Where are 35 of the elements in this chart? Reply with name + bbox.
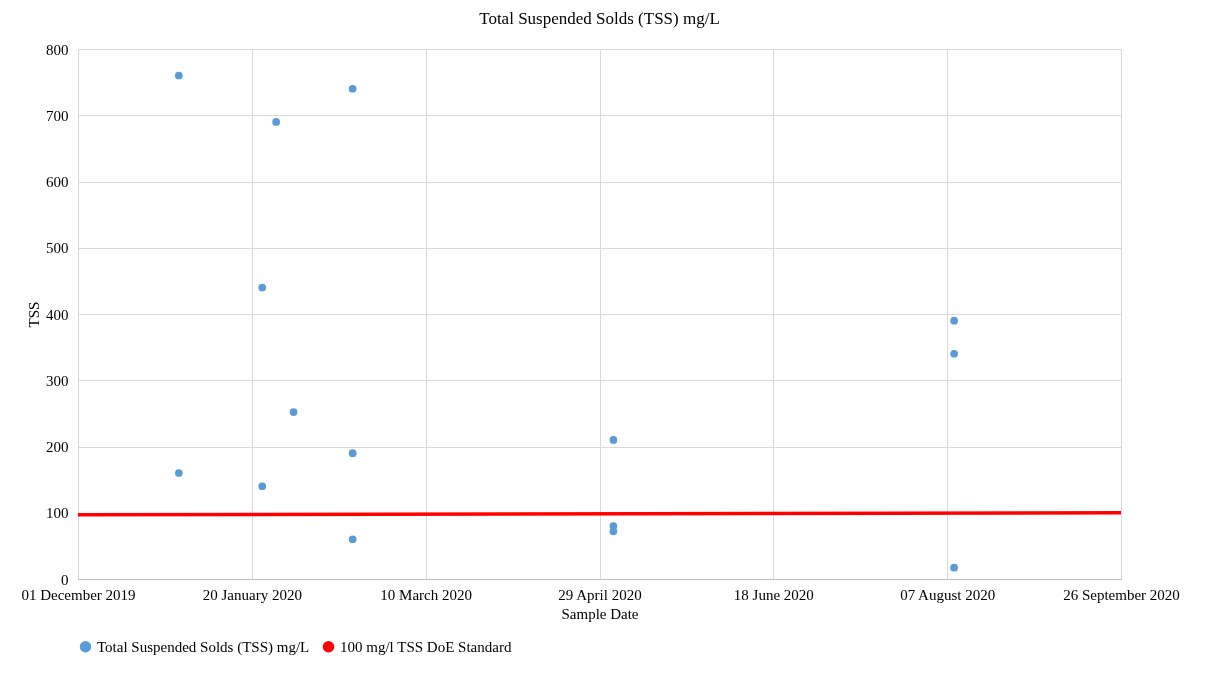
point xyxy=(609,436,618,444)
point xyxy=(348,449,357,457)
x-tick-label: 18 June 2020 xyxy=(733,586,814,603)
point xyxy=(174,71,183,80)
point xyxy=(348,84,357,93)
point xyxy=(348,535,357,544)
x-tick-label: 07 August 2020 xyxy=(900,586,996,603)
x-tick-label: 26 September 2020 xyxy=(1063,586,1180,603)
point xyxy=(258,283,267,292)
legend-label: Total Suspended Solds (TSS) mg/L xyxy=(97,638,310,656)
point xyxy=(950,316,958,325)
y-tick-label: 100 xyxy=(46,505,69,522)
point xyxy=(258,482,267,491)
x-axis-title: Sample Date xyxy=(561,605,639,622)
point xyxy=(174,469,183,477)
point xyxy=(289,408,298,416)
x-tick-label: 10 March 2020 xyxy=(380,586,472,603)
y-tick-label: 300 xyxy=(46,372,69,389)
point xyxy=(272,118,281,126)
y-tick-label: 800 xyxy=(46,41,69,58)
x-tick-label: 20 January 2020 xyxy=(202,586,302,603)
x-tick-label: 01 December 2019 xyxy=(21,586,136,603)
point xyxy=(950,563,958,572)
point xyxy=(950,349,958,358)
y-axis-title: TSS xyxy=(26,301,42,328)
chart-title: Total Suspended Solds (TSS) mg/L xyxy=(479,9,720,28)
x-tick-label: 29 April 2020 xyxy=(558,586,642,603)
y-tick-label: 600 xyxy=(46,174,69,190)
legend-label: 100 mg/l TSS DoE Standard xyxy=(340,638,512,655)
y-tick-label: 0 xyxy=(61,571,69,588)
y-tick-label: 400 xyxy=(46,306,69,323)
point xyxy=(609,527,618,536)
y-tick-label: 500 xyxy=(46,240,69,257)
y-tick-label: 700 xyxy=(46,107,69,124)
y-tick-label: 200 xyxy=(46,439,69,455)
